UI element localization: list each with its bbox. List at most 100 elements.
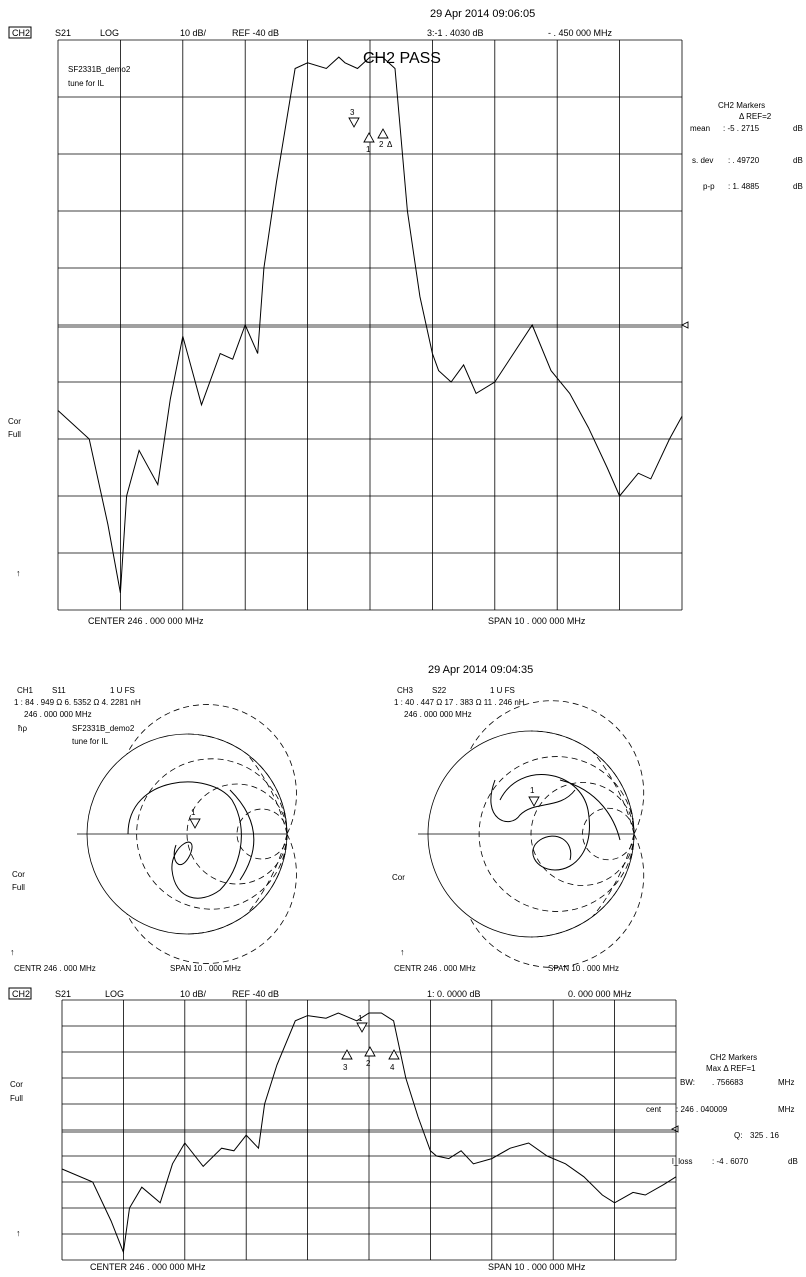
bottom-marker-1-label: 1: [358, 1014, 363, 1023]
marker-delta-label: Δ: [387, 140, 393, 149]
bottom-marker-3-label: 3: [343, 1063, 348, 1072]
smith-right-marker-label: 1: [530, 786, 535, 795]
smith-left-scale: 1 U FS: [110, 686, 135, 695]
bottom-marker-3-icon: [341, 1049, 353, 1060]
smith-right-scale: 1 U FS: [490, 686, 515, 695]
stat-sdev-value: : . 49720: [728, 156, 760, 165]
smith-left-corner: ħρ: [18, 724, 27, 733]
smith-left-span: SPAN 10 . 000 MHz: [170, 964, 241, 973]
stat-bw-value: . 756683: [712, 1078, 744, 1087]
pass-status: CH2 PASS: [363, 50, 441, 67]
markers-ref: Δ REF=2: [739, 112, 772, 121]
param-label: S21: [55, 28, 71, 38]
stat-loss-value: : -4 . 6070: [712, 1157, 749, 1166]
marker-frequency-bottom: 0. 000 000 MHz: [568, 989, 632, 999]
smith-left-trace: [127, 781, 242, 899]
smith-chart-s11: [77, 704, 297, 964]
smith-left-channel: CH1: [17, 686, 34, 695]
marker-3-icon: [348, 117, 360, 128]
center-frequency-bottom: CENTER 246 . 000 000 MHz: [90, 1262, 206, 1272]
scale-label-bottom: 10 dB/: [180, 989, 207, 999]
smith-left-reactance-arc: [126, 833, 297, 964]
channel-box-bottom: [8, 987, 32, 1000]
smith-left-reactance-arc: [186, 833, 288, 935]
smith-left-arrow-icon: ↑: [10, 947, 15, 957]
smith-right-arrow-icon: ↑: [400, 947, 405, 957]
stat-sdev-label: s. dev: [692, 156, 713, 165]
marker-2-label: 2: [379, 140, 384, 149]
bottom-side-cor: Cor: [10, 1080, 23, 1089]
center-frequency-top: CENTER 246 . 000 000 MHz: [88, 616, 204, 626]
smith-left-reactance-arc: [126, 704, 297, 835]
smith-left-side-cor: Cor: [12, 870, 25, 879]
smith-left-reactance-arc: [246, 833, 288, 915]
smith-left-trace: [229, 789, 255, 881]
marker-readout-bottom: 1: 0. 0000 dB: [427, 989, 481, 999]
ref-pointer-icon: [680, 321, 689, 329]
param-label-bottom: S21: [55, 989, 71, 999]
smith-left-param: S11: [52, 686, 66, 695]
smith-right-freq: 246 . 000 000 MHz: [404, 710, 472, 719]
stat-q-label: Q:: [734, 1131, 742, 1140]
stat-cent-unit: MHz: [778, 1105, 794, 1114]
marker-frequency: - . 450 000 MHz: [548, 28, 613, 38]
side-label-full: Full: [8, 430, 21, 439]
smith-left-reactance-arc: [186, 733, 288, 835]
bottom-marker-1-icon: [356, 1022, 368, 1033]
smith-right-reactance-arc: [530, 833, 635, 938]
timestamp-middle: 29 Apr 2014 09:04:35: [428, 664, 533, 676]
bottom-arrow-icon: ↑: [16, 1228, 21, 1238]
stat-pp-value: : 1. 4885: [728, 182, 760, 191]
smith-left-marker-icon: [189, 818, 201, 829]
bottom-trace-s21: [61, 1012, 677, 1255]
channel-label: CH2: [12, 28, 30, 38]
smith-right-center: CENTR 246 . 000 MHz: [394, 964, 476, 973]
stat-pp-label: p-p: [703, 182, 715, 191]
bottom-side-full: Full: [10, 1094, 23, 1103]
stat-q-value: 325 . 16: [750, 1131, 779, 1140]
smith-right-readout: 1 : 40 . 447 Ω 17 . 383 Ω 11 . 246 nH: [394, 698, 525, 707]
bottom-plot-grid: [61, 999, 677, 1261]
smith-left-marker-label: 1: [191, 808, 196, 817]
top-plot-grid: [57, 39, 683, 611]
bottom-marker-4-icon: [388, 1049, 400, 1060]
stat-mean-unit: dB: [793, 124, 803, 133]
smith-right-side-cor: Cor: [392, 873, 405, 882]
span-top: SPAN 10 . 000 000 MHz: [488, 616, 586, 626]
bottom-marker-4-label: 4: [390, 1063, 395, 1072]
smith-right-trace: [499, 774, 590, 871]
ref-label-bottom: REF -40 dB: [232, 989, 279, 999]
bottom-marker-2-icon: [364, 1046, 376, 1057]
smith-left-side-full: Full: [12, 883, 25, 892]
smith-right-marker-icon: [528, 796, 540, 807]
channel-label-bottom: CH2: [12, 989, 30, 999]
smith-right-reactance-arc: [592, 751, 635, 835]
stat-pp-unit: dB: [793, 182, 803, 191]
stat-cent-label: cent: [646, 1105, 662, 1114]
smith-left-reactance-arc: [246, 753, 288, 835]
smith-right-reactance-arc: [468, 833, 645, 968]
smith-right-reactance-arc: [592, 833, 635, 917]
smith-right-trace: [490, 779, 576, 823]
ref-arrow-icon: ↑: [16, 568, 21, 578]
ref-label: REF -40 dB: [232, 28, 279, 38]
channel-box: [8, 26, 32, 39]
markers-title: CH2 Markers: [718, 101, 765, 110]
bottom-markers: 1 3 2 4: [341, 1014, 400, 1072]
span-bottom: SPAN 10 . 000 000 MHz: [488, 1262, 586, 1272]
timestamp-top: 29 Apr 2014 09:06:05: [430, 8, 535, 20]
bottom-markers-title: CH2 Markers: [710, 1053, 757, 1062]
bottom-marker-2-label: 2: [366, 1059, 371, 1068]
note-line-1: SF2331B_demo2: [68, 65, 131, 74]
marker-3-label: 3: [350, 108, 355, 117]
side-label-cor: Cor: [8, 417, 21, 426]
smith-chart-s22: [418, 700, 645, 968]
smith-left-center: CENTR 246 . 000 MHz: [14, 964, 96, 973]
smith-left-note-1: SF2331B_demo2: [72, 724, 135, 733]
marker-1-icon: [363, 132, 375, 143]
stat-bw-label: BW:: [680, 1078, 695, 1087]
marker-readout: 3:-1 . 4030 dB: [427, 28, 484, 38]
stat-sdev-unit: dB: [793, 156, 803, 165]
marker-1-label: 1: [366, 145, 371, 154]
